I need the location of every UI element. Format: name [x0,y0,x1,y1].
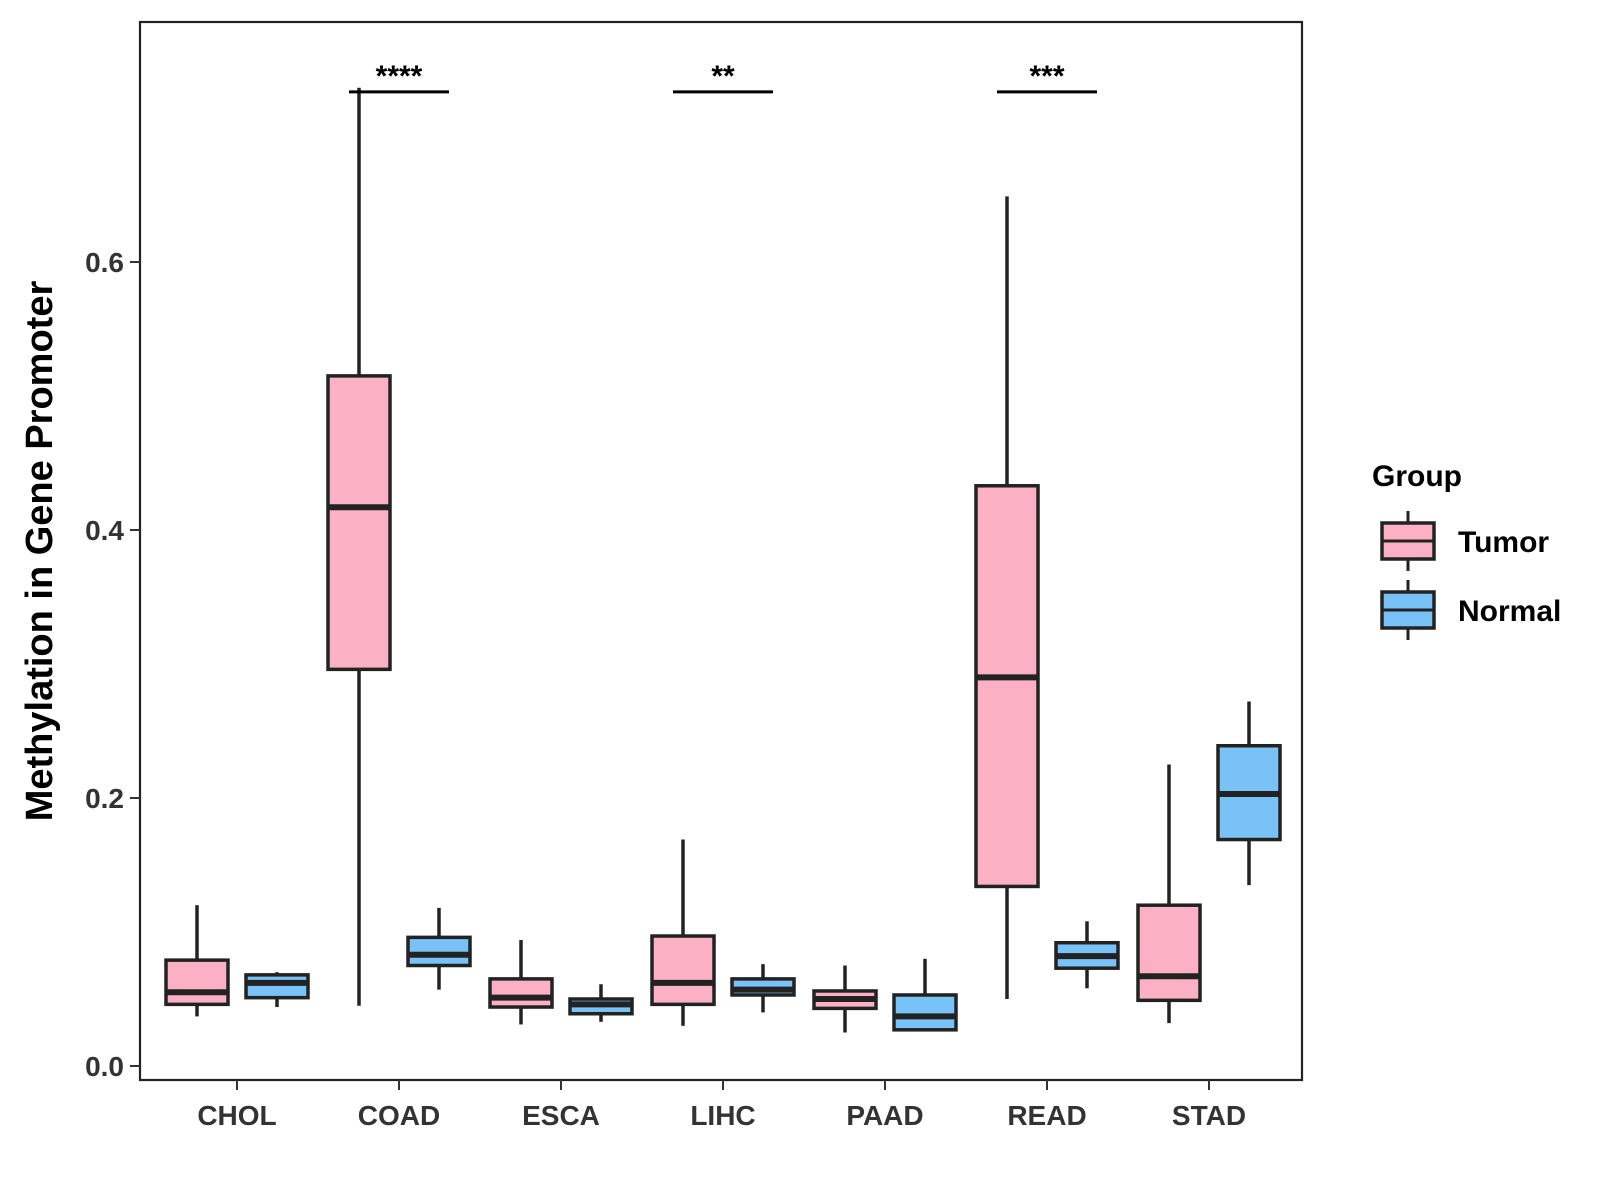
box-chol-tumor [164,905,230,1017]
box-body-read-tumor [974,484,1040,889]
y-tick-label-2: 0.4 [85,515,124,546]
legend-title: Group [1372,460,1462,493]
x-tick-label-chol: CHOL [197,1100,276,1131]
box-coad-tumor [326,87,392,1006]
y-axis-title: Methylation in Gene Promoter [19,281,61,822]
box-body-coad-tumor [326,374,392,672]
legend-label-normal: Normal [1458,595,1561,628]
legend-label-tumor: Tumor [1458,526,1549,559]
x-tick-label-read: READ [1007,1100,1086,1131]
box-body-paad-normal [892,993,958,1032]
box-lihc-tumor [650,839,716,1026]
box-lihc-normal [730,964,796,1013]
box-body-chol-tumor [164,958,230,1007]
significance-label-coad: **** [376,60,423,93]
significance-label-lihc: ** [711,60,735,93]
legend-item-tumor: Tumor [1380,511,1549,571]
x-tick-label-coad: COAD [358,1100,440,1131]
x-tick-label-esca: ESCA [522,1100,600,1131]
box-body-stad-tumor [1136,903,1202,1003]
y-axis: 0.0 0.2 0.4 0.6 [85,247,140,1082]
legend-item-normal: Normal [1380,580,1561,640]
box-stad-tumor [1136,764,1202,1024]
box-chol-normal [244,972,310,1008]
significance-label-read: *** [1029,60,1064,93]
x-tick-label-stad: STAD [1172,1100,1246,1131]
box-body-lihc-tumor [650,934,716,1007]
box-esca-normal [568,984,634,1022]
box-paad-tumor [812,965,878,1033]
box-body-esca-tumor [488,977,554,1009]
legend: Group Tumor Normal [1372,460,1561,640]
box-stad-normal [1216,701,1282,886]
box-read-normal [1054,921,1120,989]
y-tick-label-0: 0.0 [85,1051,124,1082]
box-esca-tumor [488,940,554,1025]
box-body-coad-normal [406,935,472,968]
box-paad-normal [892,958,958,1032]
box-body-chol-normal [244,973,310,1000]
plot-panel-border [138,20,1304,1082]
box-read-tumor [974,196,1040,999]
x-axis: CHOL COAD ESCA LIHC PAAD READ STAD [197,1080,1246,1131]
y-tick-label-1: 0.2 [85,783,124,814]
plot-marks: **** ** *** [164,60,1282,1033]
x-tick-label-lihc: LIHC [690,1100,755,1131]
x-tick-label-paad: PAAD [846,1100,923,1131]
y-tick-label-3: 0.6 [85,247,124,278]
box-coad-normal [406,907,472,990]
